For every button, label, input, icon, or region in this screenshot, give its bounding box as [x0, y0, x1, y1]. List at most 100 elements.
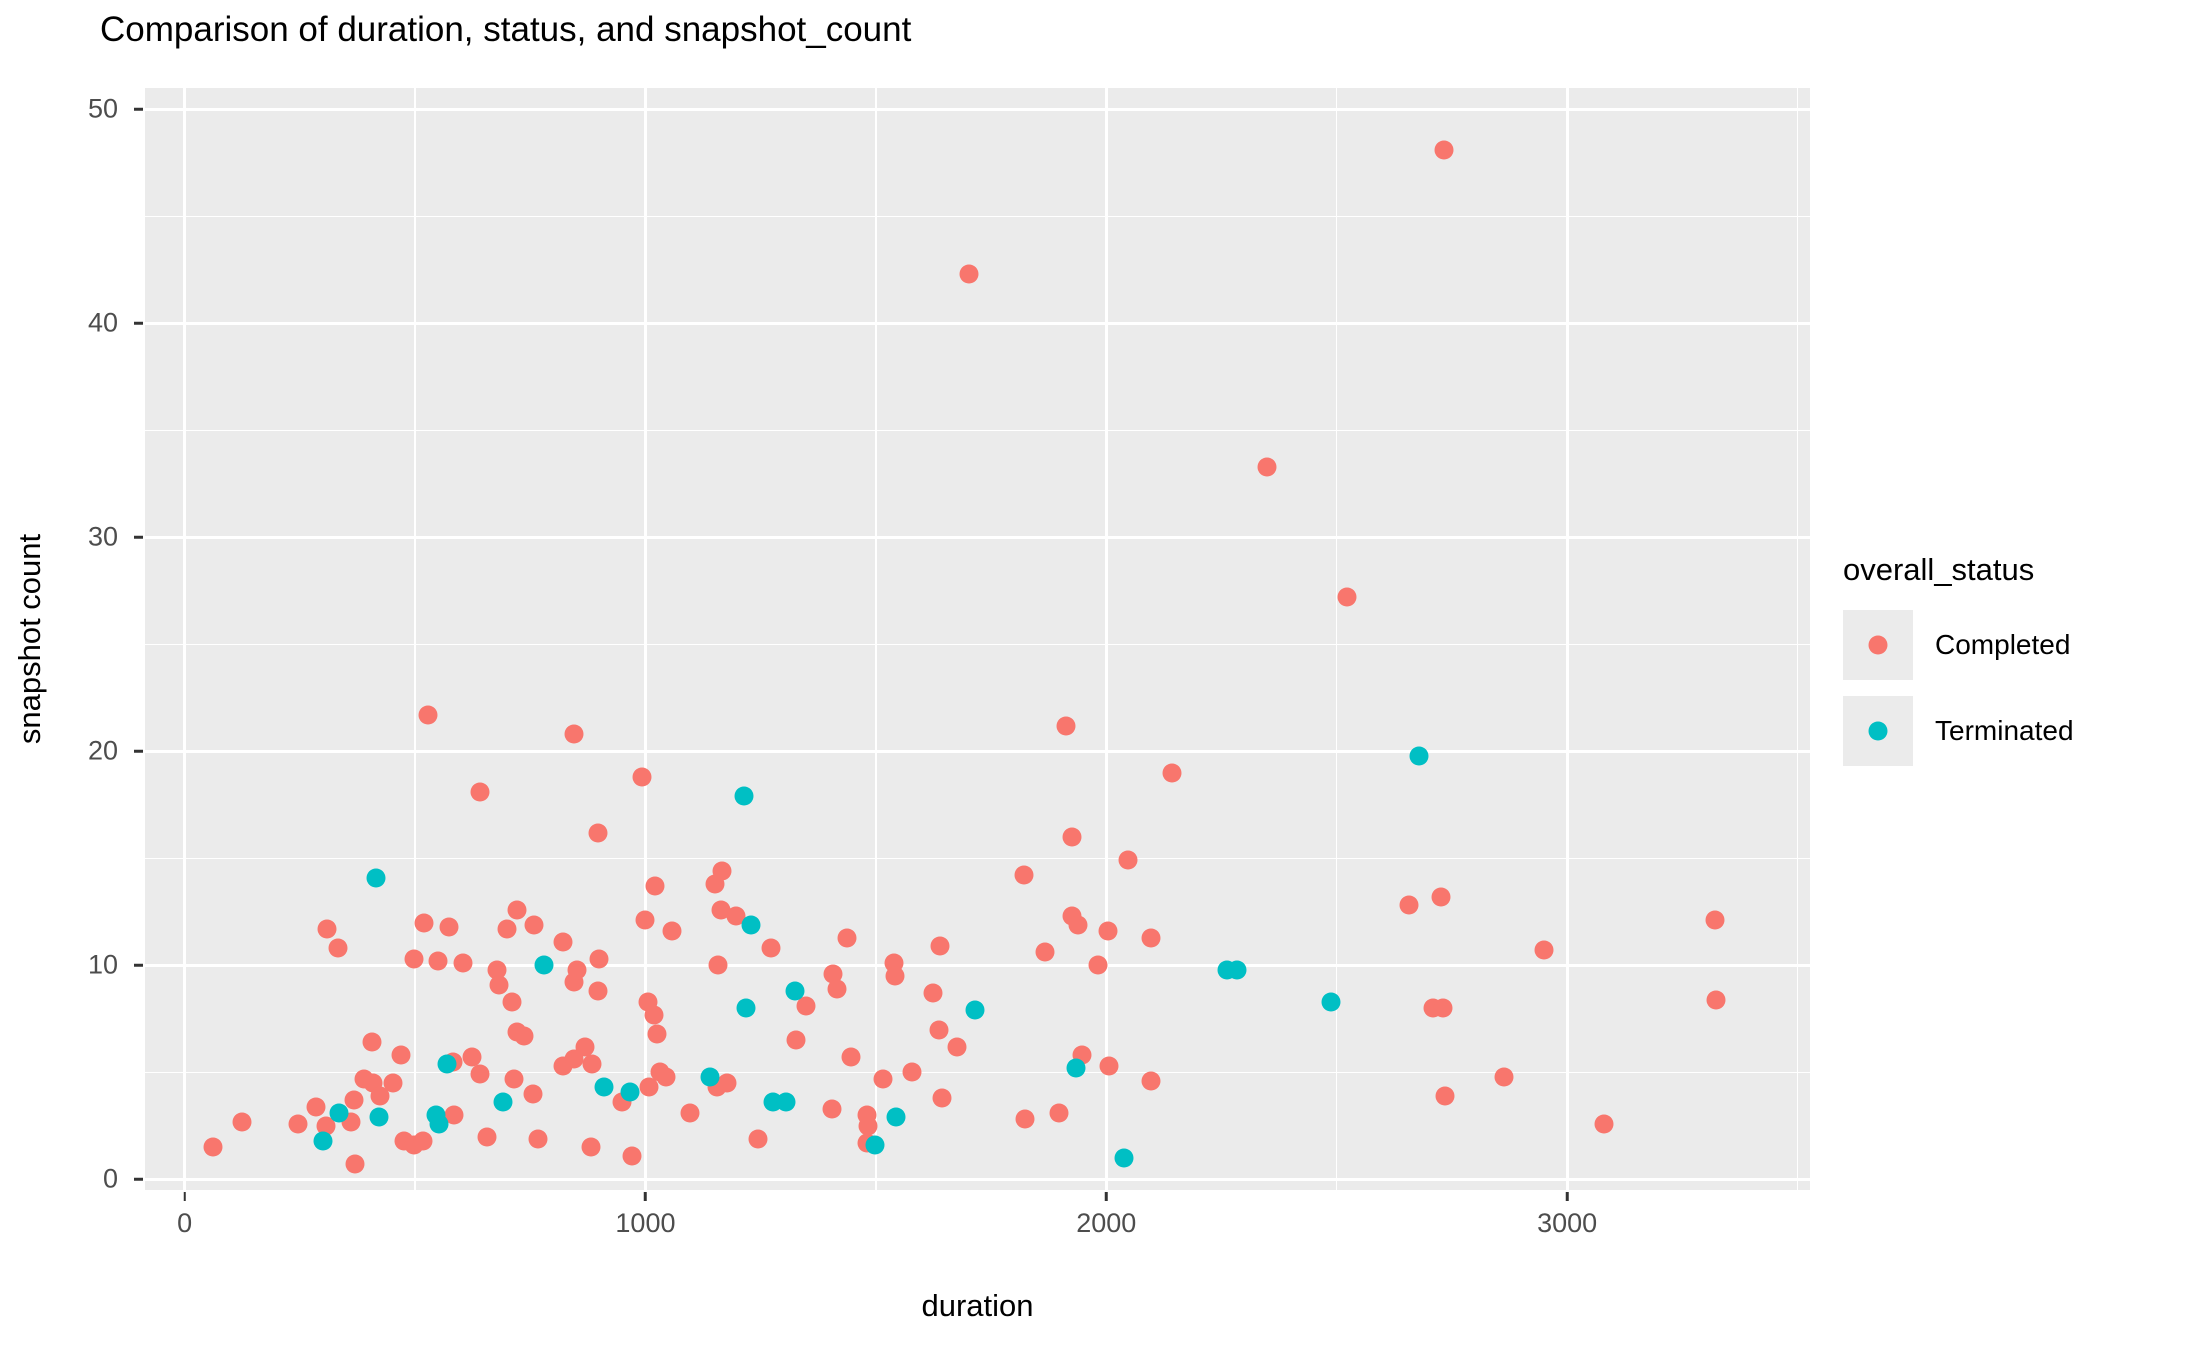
y-tick-label: 30 [87, 521, 118, 552]
data-point-completed [1015, 1109, 1035, 1129]
legend-key [1843, 610, 1913, 680]
data-point-completed [316, 1116, 336, 1136]
x-tick-mark [183, 1192, 186, 1201]
data-point-completed [1594, 1114, 1614, 1134]
data-point-terminated [620, 1082, 640, 1102]
data-point-completed [647, 1024, 667, 1044]
data-point-completed [827, 979, 847, 999]
data-point-completed [1399, 895, 1419, 915]
data-point-completed [923, 983, 943, 1003]
major-gridline-y [145, 749, 1810, 753]
data-point-terminated [700, 1067, 720, 1087]
x-tick-mark [1105, 1192, 1108, 1201]
data-point-completed [929, 1020, 949, 1039]
y-tick-label: 40 [87, 307, 118, 338]
major-gridline-x [1565, 88, 1569, 1190]
data-point-completed [1337, 587, 1357, 607]
data-point-terminated [776, 1092, 796, 1112]
minor-gridline-y [145, 429, 1810, 432]
data-point-completed [1099, 1056, 1119, 1076]
data-point-completed [391, 1045, 411, 1065]
data-point-terminated [369, 1107, 389, 1127]
minor-gridline-x [1335, 88, 1338, 1190]
data-point-completed [786, 1030, 806, 1050]
data-point-completed [328, 938, 348, 958]
data-point-completed [487, 960, 507, 980]
data-point-terminated [741, 915, 761, 935]
data-point-completed [858, 1116, 878, 1136]
minor-gridline-y [145, 1071, 1810, 1074]
data-point-completed [582, 1054, 602, 1074]
data-point-completed [726, 906, 746, 926]
data-point-completed [1035, 942, 1055, 962]
data-point-completed [232, 1112, 252, 1132]
data-point-completed [748, 1129, 768, 1149]
data-point-completed [885, 966, 905, 986]
data-point-completed [575, 1037, 595, 1057]
data-point-completed [662, 921, 682, 941]
data-point-completed [635, 910, 655, 930]
x-tick-label: 1000 [615, 1208, 676, 1238]
x-tick-mark [644, 1192, 647, 1201]
data-point-completed [428, 951, 448, 971]
data-point-completed [370, 1086, 390, 1106]
data-point-completed [1062, 827, 1082, 847]
minor-gridline-x [414, 88, 416, 1190]
minor-gridline-y [145, 643, 1810, 646]
data-point-completed [507, 900, 527, 920]
y-tick-label: 0 [102, 1163, 118, 1194]
x-axis-title: duration [921, 1288, 1034, 1323]
y-tick-mark [134, 108, 143, 111]
data-point-completed [1257, 457, 1277, 477]
data-point-completed [1706, 990, 1726, 1010]
legend-title: overall_status [1843, 552, 2035, 587]
data-point-completed [1435, 1086, 1455, 1106]
data-point-completed [404, 949, 424, 969]
data-point-completed [796, 996, 816, 1016]
data-point-terminated [1114, 1148, 1134, 1168]
major-gridline-x [183, 88, 187, 1190]
data-point-completed [497, 919, 517, 939]
data-point-terminated [734, 786, 754, 806]
data-point-completed [645, 876, 665, 896]
major-gridline-y [145, 107, 1810, 111]
data-point-completed [639, 1077, 659, 1097]
data-point-completed [1431, 887, 1451, 907]
data-point-terminated [313, 1131, 333, 1151]
data-point-completed [947, 1037, 967, 1057]
data-point-completed [567, 960, 587, 980]
data-point-completed [873, 1069, 893, 1089]
data-point-terminated [493, 1092, 513, 1112]
data-point-completed [345, 1154, 365, 1174]
data-point-completed [1141, 928, 1161, 947]
data-point-completed [1162, 763, 1182, 783]
minor-gridline-x [875, 88, 877, 1190]
x-tick-label: 2000 [1076, 1208, 1137, 1238]
data-point-completed [317, 919, 337, 939]
data-point-completed [344, 1090, 364, 1110]
data-point-terminated [886, 1107, 906, 1127]
y-tick-mark [134, 536, 143, 539]
data-point-completed [632, 767, 652, 787]
legend-items: Completed Terminated [1843, 610, 2183, 766]
data-point-completed [1141, 1071, 1161, 1091]
data-point-completed [1434, 140, 1454, 160]
data-point-terminated [366, 868, 386, 888]
data-point-completed [1433, 998, 1453, 1018]
data-point-completed [553, 932, 573, 952]
legend-dot-terminated [1868, 721, 1888, 741]
data-point-terminated [534, 955, 554, 975]
data-point-completed [1068, 915, 1088, 935]
data-point-completed [1118, 850, 1138, 870]
data-point-terminated [1227, 960, 1247, 980]
data-point-completed [564, 1049, 584, 1069]
legend-item-terminated: Terminated [1843, 696, 2183, 766]
data-point-terminated [736, 998, 756, 1018]
data-point-terminated [1321, 992, 1341, 1012]
data-point-completed [932, 1088, 952, 1108]
major-gridline-y [145, 321, 1810, 325]
data-point-completed [439, 917, 459, 937]
data-point-completed [656, 1067, 676, 1087]
data-point-terminated [785, 981, 805, 1001]
